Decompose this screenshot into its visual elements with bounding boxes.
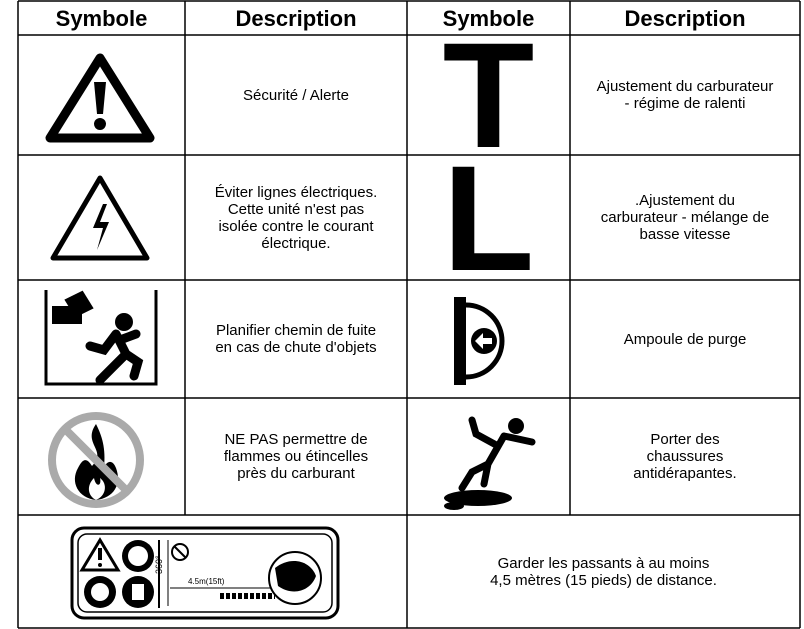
header-text: Description: [624, 5, 746, 31]
no-flame-icon: [48, 412, 144, 508]
header-text: Symbole: [55, 5, 148, 31]
description-line: 4,5 mètres (15 pieds) de distance.: [490, 571, 717, 589]
description-cell: NE PAS permettre de flammes ou étincelles…: [185, 398, 407, 515]
description-line: Porter des: [650, 431, 720, 448]
electric-hazard-icon: [50, 175, 150, 261]
description-cell: Éviter lignes électriques. Cette unité n'…: [185, 155, 407, 280]
angle-label: 360°: [154, 555, 164, 574]
bystander-decal-icon: 360° 4.5m(15ft): [70, 526, 340, 620]
description-line: près du carburant: [237, 465, 355, 482]
distance-label: 4.5m(15ft): [188, 577, 225, 586]
description-line: carburateur - mélange de: [600, 209, 770, 226]
primer-bulb-icon: [454, 297, 505, 385]
symbol-letter: L: [407, 143, 570, 293]
safety-alert-icon: [45, 53, 155, 143]
header-cell: Description: [570, 1, 800, 35]
description-line: - régime de ralenti: [624, 95, 746, 112]
description-line: Sécurité / Alerte: [243, 86, 349, 104]
symbol-text: L: [442, 133, 535, 302]
description-line: chaussures: [646, 448, 724, 465]
description-line: Cette unité n'est pas: [227, 200, 365, 218]
description-line: Planifier chemin de fuite: [215, 322, 377, 339]
description-cell: Porter des chaussures antidérapantes.: [570, 398, 800, 515]
description-line: flammes ou étincelles: [223, 448, 369, 465]
description-line: en cas de chute d'objets: [215, 339, 377, 356]
description-cell: .Ajustement du carburateur - mélange de ba…: [570, 155, 800, 280]
description-line: Ampoule de purge: [623, 330, 747, 348]
footer-description: Garder les passants à au moins 4,5 mètres…: [407, 515, 800, 628]
description-line: électrique.: [261, 234, 331, 252]
description-cell: Sécurité / Alerte: [185, 35, 407, 155]
description-line: antidérapantes.: [633, 465, 737, 482]
description-line: .Ajustement du: [634, 192, 736, 209]
header-cell: Symbole: [18, 1, 185, 35]
header-text: Symbole: [442, 5, 535, 31]
description-line: Garder les passants à au moins: [497, 554, 710, 572]
description-cell: Ampoule de purge: [570, 280, 800, 398]
header-cell: Description: [185, 1, 407, 35]
description-cell: Ajustement du carburateur - régime de ral…: [570, 35, 800, 155]
symbol-text: T: [442, 11, 535, 179]
description-cell: Planifier chemin de fuite en cas de chute…: [185, 280, 407, 398]
slip-hazard-icon: [444, 416, 536, 510]
description-line: Éviter lignes électriques.: [214, 183, 378, 201]
header-text: Description: [235, 5, 357, 31]
symbol-letter: T: [407, 20, 570, 170]
description-line: isolée contre le courant: [218, 217, 374, 235]
description-line: NE PAS permettre de: [224, 431, 368, 448]
description-line: basse vitesse: [639, 226, 731, 243]
description-line: Ajustement du carburateur: [596, 78, 774, 95]
header-cell: Symbole: [407, 1, 570, 35]
escape-path-icon: [44, 290, 158, 386]
